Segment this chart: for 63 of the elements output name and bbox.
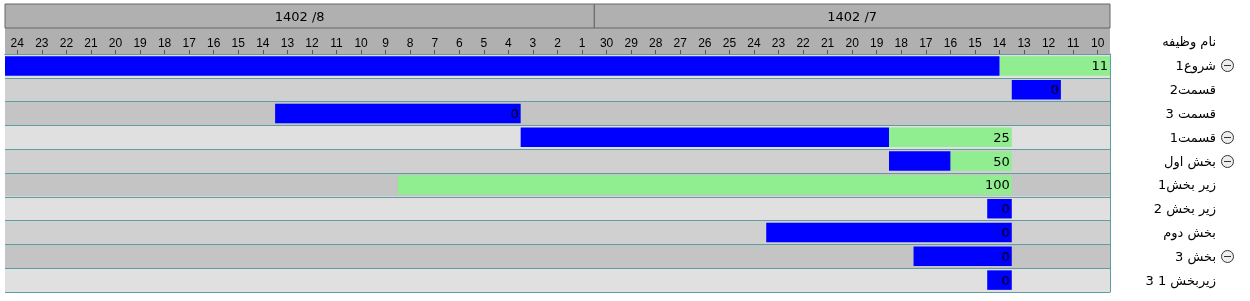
x-tick-label: 29	[624, 36, 639, 50]
x-tick-label: 26	[698, 36, 712, 50]
x-tick-label: 11	[1066, 36, 1080, 50]
bar	[987, 270, 1012, 290]
x-tick-label: 27	[673, 36, 688, 50]
y-tick-label: بخش 3	[1175, 248, 1216, 265]
x-tick-label: 25	[722, 36, 737, 50]
y-tick-label: قسمت1	[1169, 129, 1216, 145]
bar	[889, 127, 1012, 148]
x-tick-label: 20	[845, 36, 860, 50]
x-tick-label: 15	[968, 36, 982, 50]
x-tick-label: 22	[796, 36, 811, 50]
bar	[889, 151, 951, 171]
y-tick-label: بخش اول	[1163, 153, 1216, 170]
annotation: 11	[1091, 58, 1108, 74]
annotation: 0	[1001, 248, 1010, 264]
x-tick-label: 24	[747, 36, 761, 50]
x2-tick-label: 1	[578, 36, 586, 50]
x2-tick-label: 7	[431, 36, 439, 50]
x-tick-label: 10	[1091, 36, 1105, 50]
annotation: 0	[1001, 225, 1010, 240]
y-tick-label: شروع1	[1175, 58, 1216, 75]
y-tick-label: قسمت2	[1169, 82, 1216, 98]
x2-tick-label: 3	[529, 36, 537, 50]
annotation: 25	[993, 129, 1010, 145]
y-tick-label: قسمت 3	[1165, 106, 1216, 121]
x-tick-label: 16	[943, 36, 958, 50]
bar	[1011, 79, 1061, 100]
text: 1402 /8	[274, 8, 325, 24]
x-tick-label: 12	[1041, 36, 1056, 50]
x2-tick-label: 8	[406, 36, 414, 50]
annotation: 50	[993, 153, 1010, 169]
y-tick-label: زیربخش 1 3	[1145, 272, 1216, 289]
bar	[987, 198, 1012, 219]
y-tick-label: زیر بخش1	[1157, 177, 1216, 194]
x-tick-label: 19	[870, 36, 884, 50]
x2-tick-label: 4	[505, 36, 513, 50]
bar	[913, 246, 1012, 267]
text: 1402 /7	[827, 8, 878, 24]
annotation: 100	[984, 177, 1010, 193]
x-tick-label: 13	[1017, 36, 1032, 50]
bar	[950, 151, 1012, 171]
x-tick-label: 17	[919, 36, 933, 50]
bar	[766, 222, 1012, 243]
x2-tick-label: 2	[554, 36, 562, 50]
x-tick-label: 30	[599, 36, 614, 50]
x2-tick-label: 9	[382, 36, 390, 50]
annotation: 0	[1001, 201, 1010, 217]
x2-tick-label: 5	[480, 36, 488, 50]
bar	[275, 103, 521, 124]
y-tick-label: بخش دوم	[1163, 225, 1216, 241]
bar	[999, 56, 1110, 76]
x-tick-label: 18	[894, 36, 909, 50]
x-tick-label: 21	[820, 36, 835, 50]
annotation: 0	[1001, 272, 1010, 288]
x-tick-label: 28	[649, 36, 663, 50]
annotation: 0	[1050, 82, 1059, 98]
annotation: 0	[510, 106, 519, 121]
x-tick-label: 14	[992, 36, 1007, 50]
y-tick-label: زیر بخش 2	[1153, 201, 1216, 218]
x2-tick-label: 6	[455, 36, 463, 50]
y-axis-title: نام وظیفه	[1162, 33, 1216, 50]
x-tick-label: 23	[771, 36, 786, 50]
